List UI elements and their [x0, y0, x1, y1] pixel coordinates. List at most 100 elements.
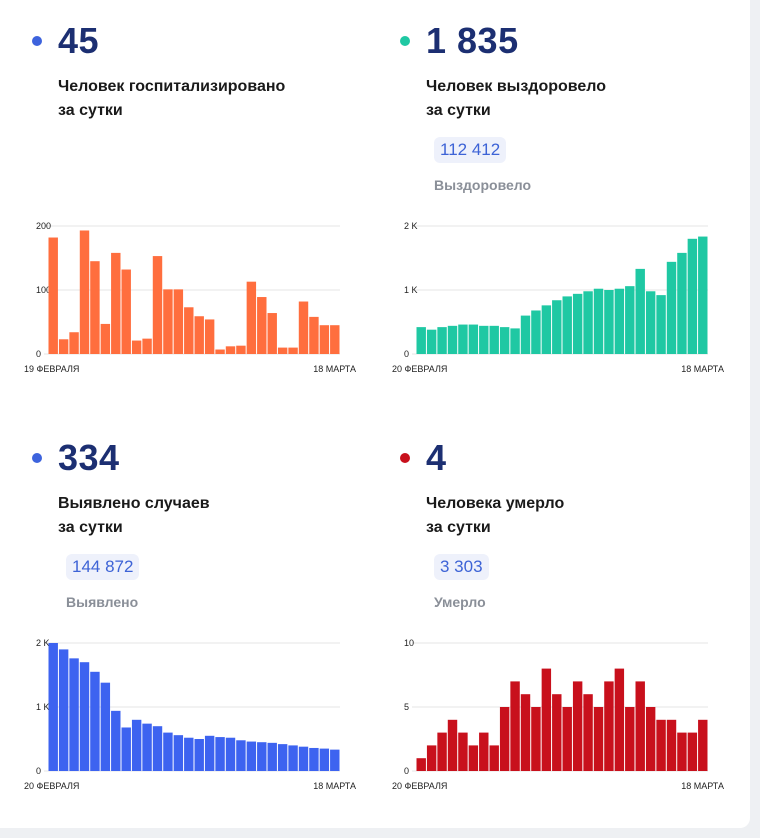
bar	[635, 268, 645, 354]
series-dot	[32, 36, 42, 46]
bar	[499, 707, 510, 771]
series-dot	[400, 36, 410, 46]
bar	[111, 252, 121, 354]
hospitalized-chart: 0 100 200 19 ФЕВРАЛЯ 18 МАРТА	[24, 221, 356, 374]
bar	[58, 339, 69, 354]
bar	[666, 261, 677, 354]
bar	[656, 295, 666, 354]
bar	[48, 237, 58, 354]
deaths-total: 3 303	[434, 554, 489, 580]
recovered-total-label: Выздоровело	[434, 177, 532, 193]
cases-description: Выявлено случаев за сутки	[58, 492, 318, 540]
bar	[90, 671, 100, 771]
desc-line-1: Выявлено случаев	[58, 495, 210, 512]
bar	[656, 719, 666, 771]
cases-total-label: Выявлено	[66, 594, 139, 610]
desc-line-1: Человека умерло	[426, 495, 565, 512]
bar	[645, 707, 656, 771]
x-start-label: 20 ФЕВРАЛЯ	[392, 364, 447, 374]
bar	[562, 707, 572, 771]
bar	[257, 297, 267, 354]
bar	[583, 291, 593, 354]
recovered-chart: 0 1 K 2 K 20 ФЕВРАЛЯ 18 МАРТА	[392, 221, 724, 374]
series-dot	[400, 453, 410, 463]
bar	[572, 293, 583, 354]
bar	[79, 230, 90, 354]
bar	[204, 319, 215, 354]
bar	[236, 740, 246, 771]
bar	[121, 727, 131, 771]
bar	[121, 269, 131, 354]
desc-line-2: за сутки	[58, 102, 123, 119]
recovered-description: Человек выздоровело за сутки	[426, 75, 686, 123]
cases-panel: 334 Выявлено случаев за сутки 144 872 Вы…	[24, 417, 392, 827]
bar	[677, 732, 687, 771]
bar	[163, 732, 173, 771]
bar	[552, 694, 562, 771]
desc-line-2: за сутки	[426, 102, 491, 119]
bar	[458, 732, 468, 771]
hospitalized-panel: 45 Человек госпитализировано за сутки 0 1…	[24, 0, 392, 410]
bar	[520, 694, 531, 771]
y-tick-label: 100	[36, 285, 51, 295]
bar	[152, 726, 163, 771]
bar	[225, 737, 236, 771]
bar	[48, 643, 58, 771]
bar	[131, 719, 142, 771]
bar	[163, 289, 173, 354]
bar	[562, 296, 572, 354]
bar	[479, 732, 489, 771]
bar	[215, 349, 225, 354]
bar	[277, 744, 288, 771]
bar	[215, 737, 225, 771]
bar	[625, 286, 635, 354]
bar	[288, 347, 298, 354]
bar	[645, 291, 656, 354]
bar	[426, 745, 437, 771]
bar	[593, 288, 604, 354]
deaths-count: 4	[426, 437, 447, 478]
bar	[277, 347, 288, 354]
y-tick-label: 0	[404, 349, 409, 359]
bar	[194, 316, 204, 354]
bar	[319, 748, 330, 771]
bar	[614, 668, 625, 771]
deaths-description: Человека умерло за сутки	[426, 492, 686, 540]
deaths-panel: 4 Человека умерло за сутки 3 303 Умерло …	[392, 417, 760, 827]
bar	[468, 745, 479, 771]
bar	[698, 719, 708, 771]
bar	[614, 288, 625, 354]
x-end-label: 18 МАРТА	[681, 364, 724, 374]
bar	[152, 256, 163, 354]
bar	[437, 327, 447, 354]
bar	[479, 325, 489, 354]
y-tick-label: 200	[36, 221, 51, 231]
bar	[288, 745, 298, 771]
bar	[330, 325, 340, 354]
bar	[437, 732, 447, 771]
bar	[552, 300, 562, 354]
x-end-label: 18 МАРТА	[681, 781, 724, 791]
x-start-label: 20 ФЕВРАЛЯ	[392, 781, 447, 791]
bar	[531, 310, 541, 354]
bar	[687, 238, 698, 354]
bar	[489, 745, 499, 771]
bar	[173, 735, 184, 771]
series-dot	[32, 453, 42, 463]
bar	[257, 742, 267, 771]
y-tick-label: 2 K	[36, 638, 50, 648]
bar	[267, 313, 277, 354]
bar	[416, 327, 426, 354]
bar	[58, 649, 69, 771]
bar	[499, 327, 510, 354]
bar	[100, 682, 111, 771]
recovered-panel: 1 835 Человек выздоровело за сутки 112 4…	[392, 0, 760, 410]
y-tick-label: 10	[404, 638, 414, 648]
bar	[666, 719, 677, 771]
bar	[677, 252, 687, 354]
x-start-label: 19 ФЕВРАЛЯ	[24, 364, 79, 374]
y-tick-label: 1 K	[404, 285, 418, 295]
bar	[458, 324, 468, 354]
bar	[604, 290, 614, 354]
